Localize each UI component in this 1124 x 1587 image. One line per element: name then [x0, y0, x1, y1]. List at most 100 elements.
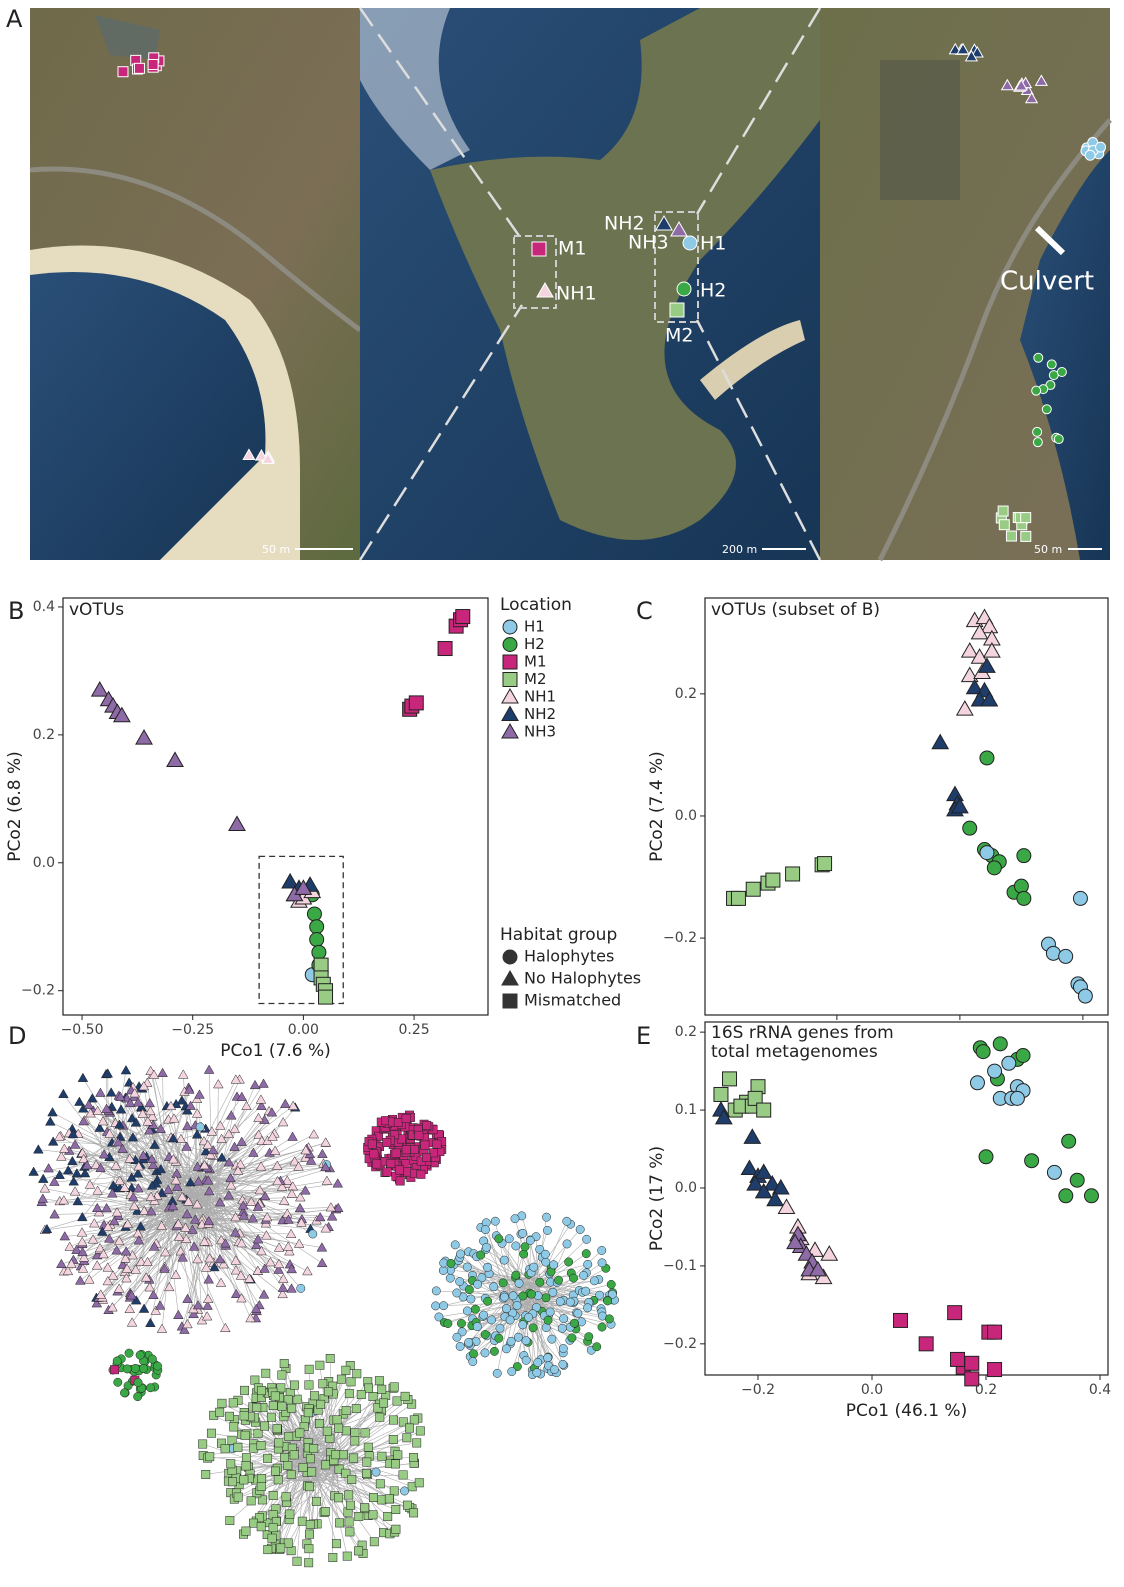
network-node — [361, 1429, 369, 1437]
map-marker — [1085, 150, 1095, 160]
y-tick-label: 0.0 — [33, 855, 55, 871]
network-node — [207, 1429, 215, 1437]
network-node — [346, 1501, 354, 1509]
network-node — [409, 1453, 417, 1461]
point — [1078, 989, 1092, 1003]
network-node — [319, 1380, 327, 1388]
site-label: M2 — [665, 325, 693, 347]
network-node — [392, 1505, 400, 1513]
y-tick-label: 0.0 — [675, 808, 697, 824]
network-node — [88, 1235, 98, 1243]
network-node — [273, 1424, 281, 1432]
network-node — [401, 1392, 409, 1400]
network-node — [396, 1177, 404, 1185]
network-node — [329, 1553, 337, 1561]
network-node — [527, 1290, 535, 1298]
network-node — [158, 1068, 168, 1076]
network-node — [221, 1323, 231, 1331]
y-tick-label: 0.2 — [33, 727, 55, 743]
network-node — [584, 1260, 592, 1268]
network-node — [482, 1243, 490, 1251]
network-node — [343, 1552, 351, 1560]
network-node — [499, 1279, 507, 1287]
legend-marker — [503, 620, 517, 634]
legend-marker — [503, 655, 517, 669]
network-node — [204, 1065, 214, 1073]
network-node — [230, 1423, 238, 1431]
network-node — [226, 1111, 236, 1119]
network-node — [392, 1525, 400, 1533]
network-node — [198, 1440, 206, 1448]
x-tick-label: 0.4 — [1089, 1382, 1111, 1398]
network-node — [502, 1345, 510, 1353]
network-node — [293, 1557, 301, 1565]
network-node — [174, 1310, 184, 1318]
network-node — [269, 1491, 277, 1499]
network-node — [260, 1422, 268, 1430]
network-node — [568, 1334, 576, 1342]
point — [987, 861, 1001, 875]
point — [1047, 1165, 1061, 1179]
network-node — [383, 1168, 391, 1176]
network-node — [286, 1510, 294, 1518]
x-axis-label: PCo1 (46.1 %) — [846, 1401, 967, 1421]
network-node — [282, 1493, 290, 1501]
network-node — [590, 1277, 598, 1285]
network-node — [534, 1358, 542, 1366]
scale-label: 50 m — [1034, 543, 1062, 556]
network-node — [346, 1528, 354, 1536]
network-node — [354, 1547, 362, 1555]
network-node — [305, 1381, 313, 1389]
point — [1014, 879, 1028, 893]
panel-label: B — [8, 597, 24, 625]
network-node — [34, 1145, 44, 1153]
network-node — [417, 1170, 425, 1178]
network-node — [114, 1284, 124, 1292]
network-node — [333, 1416, 341, 1424]
network-node — [496, 1324, 504, 1332]
scale-label: 50 m — [262, 543, 290, 556]
network-node — [519, 1229, 527, 1237]
network-node — [259, 1290, 269, 1298]
network-node — [192, 1109, 202, 1117]
network-node — [529, 1324, 537, 1332]
network-node — [598, 1259, 606, 1267]
network-node — [312, 1497, 320, 1505]
network-node — [201, 1263, 211, 1271]
map-marker — [998, 506, 1008, 516]
network-node — [288, 1404, 296, 1412]
network-node — [607, 1280, 615, 1288]
point — [1084, 1189, 1098, 1203]
network-node — [290, 1381, 298, 1389]
network-node — [280, 1099, 290, 1107]
point — [312, 945, 326, 959]
network-node — [256, 1095, 266, 1103]
network-node — [351, 1429, 359, 1437]
network-node — [296, 1429, 304, 1437]
map-marker — [148, 59, 158, 69]
point — [731, 891, 745, 905]
point — [948, 1306, 962, 1320]
network-node — [556, 1297, 564, 1305]
network-node — [348, 1475, 356, 1483]
network-node — [473, 1280, 481, 1288]
network-node — [433, 1140, 441, 1148]
network-node — [44, 1164, 54, 1172]
network-node — [226, 1516, 234, 1524]
network-node — [269, 1401, 277, 1409]
network-node — [505, 1235, 513, 1243]
network-node — [284, 1461, 292, 1469]
network-node — [519, 1250, 527, 1258]
network-node — [139, 1364, 147, 1372]
network-node — [269, 1523, 277, 1531]
network-node — [202, 1312, 212, 1320]
network-node — [241, 1431, 249, 1439]
network-node — [385, 1495, 393, 1503]
point — [979, 1150, 993, 1164]
x-tick-label: −0.50 — [61, 1022, 104, 1038]
legend-label: M1 — [524, 653, 547, 671]
network-node — [410, 1416, 418, 1424]
network-node — [309, 1230, 317, 1238]
site-label: NH1 — [556, 283, 597, 305]
network-node — [456, 1250, 464, 1258]
